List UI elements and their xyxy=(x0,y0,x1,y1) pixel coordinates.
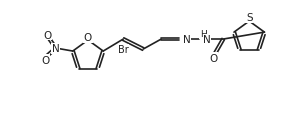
Text: N: N xyxy=(183,35,191,45)
Text: O: O xyxy=(44,30,52,40)
Text: N: N xyxy=(52,44,60,54)
Text: O: O xyxy=(84,33,92,43)
Text: S: S xyxy=(246,13,252,23)
Text: O: O xyxy=(42,55,50,65)
Text: Br: Br xyxy=(118,45,129,55)
Text: H: H xyxy=(200,30,207,39)
Text: O: O xyxy=(209,53,217,63)
Text: N: N xyxy=(203,35,211,45)
